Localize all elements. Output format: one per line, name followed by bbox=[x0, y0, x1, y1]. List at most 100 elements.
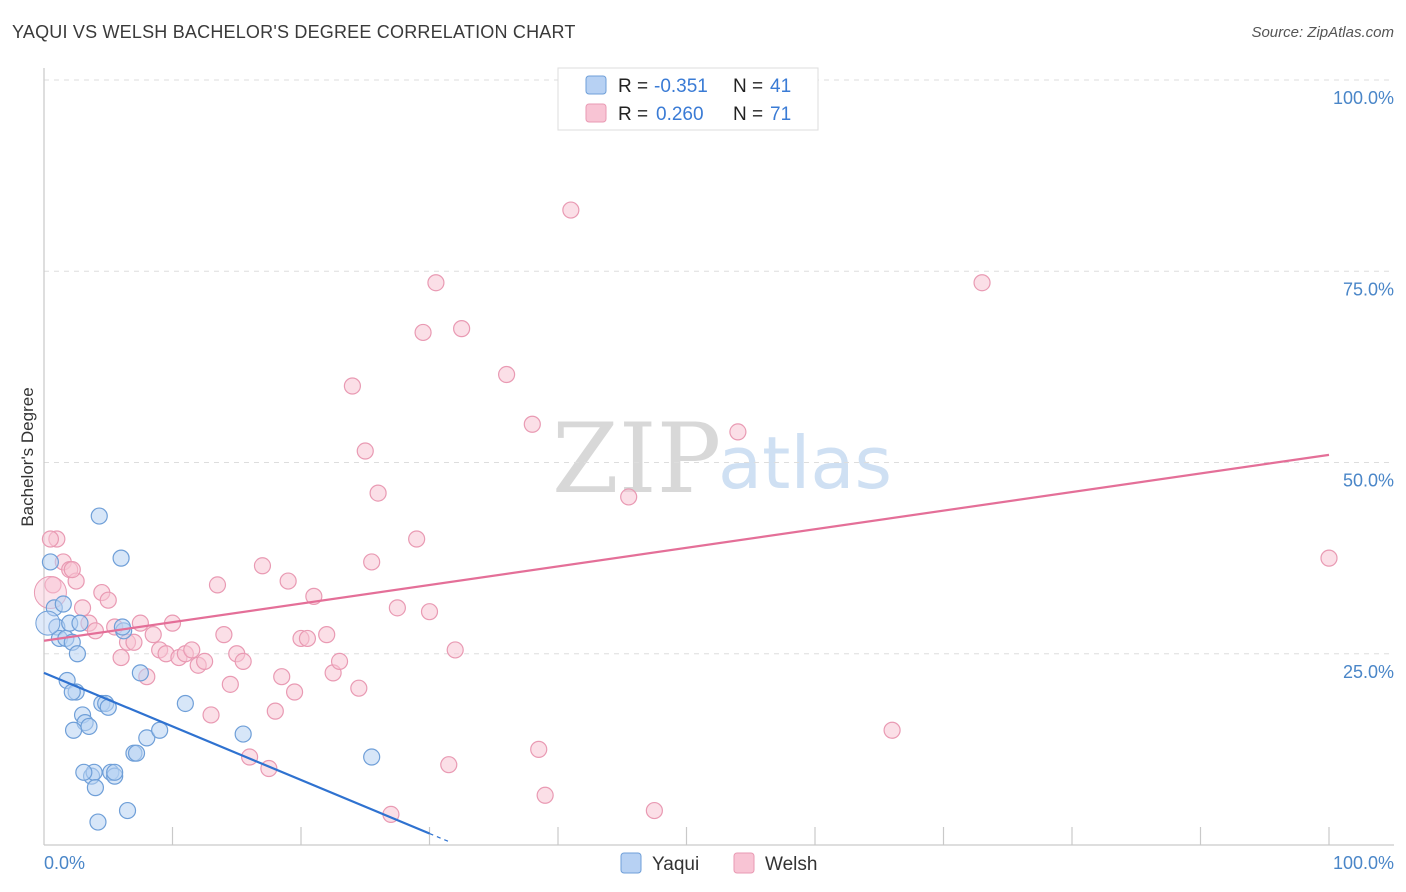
welsh-point bbox=[183, 641, 201, 659]
welsh-point bbox=[350, 679, 368, 697]
chart-title: YAQUI VS WELSH BACHELOR'S DEGREE CORRELA… bbox=[12, 22, 576, 42]
welsh-point bbox=[388, 599, 406, 617]
welsh-point bbox=[202, 706, 220, 724]
welsh-point bbox=[343, 377, 361, 395]
welsh-point bbox=[73, 599, 92, 617]
welsh-point bbox=[318, 626, 336, 644]
welsh-point bbox=[221, 675, 239, 693]
welsh-series bbox=[33, 201, 1338, 824]
yaqui-point-cluster bbox=[35, 610, 61, 636]
welsh-point bbox=[729, 423, 747, 441]
welsh-point bbox=[285, 683, 304, 701]
welsh-point bbox=[144, 626, 162, 644]
welsh-point bbox=[266, 702, 284, 720]
yaqui-point bbox=[106, 763, 124, 781]
yaqui-point bbox=[234, 725, 252, 743]
yaqui-point bbox=[90, 507, 108, 525]
yaqui-point bbox=[64, 721, 83, 739]
welsh-point bbox=[562, 201, 580, 219]
welsh-point bbox=[131, 614, 149, 632]
yaqui-n-label: N = bbox=[733, 76, 763, 97]
yaqui-point bbox=[127, 744, 146, 762]
yaqui-point bbox=[68, 645, 87, 663]
welsh-point bbox=[356, 442, 374, 460]
yaqui-legend-swatch bbox=[585, 75, 607, 95]
yaqui-point bbox=[363, 748, 381, 766]
bottom-legend: Yaqui Welsh bbox=[620, 852, 817, 875]
yaqui-bottom-swatch bbox=[620, 852, 642, 874]
yaqui-point bbox=[54, 595, 72, 613]
top-legend: R = -0.351 N = 41 R = 0.260 N = 71 bbox=[557, 67, 819, 131]
welsh-trend-line bbox=[43, 453, 1330, 642]
yaqui-point bbox=[80, 717, 98, 736]
welsh-point bbox=[453, 320, 471, 338]
yaqui-point bbox=[89, 813, 107, 831]
welsh-point bbox=[196, 652, 214, 671]
welsh-point bbox=[408, 530, 426, 548]
welsh-point bbox=[645, 801, 663, 820]
y-tick-label: 100.0% bbox=[1333, 88, 1394, 108]
yaqui-r-label: R = bbox=[618, 76, 648, 97]
yaqui-point bbox=[71, 614, 89, 632]
y-axis-label: Bachelor's Degree bbox=[18, 387, 37, 526]
y-tick-label: 25.0% bbox=[1343, 662, 1394, 682]
welsh-legend-swatch bbox=[585, 103, 607, 123]
welsh-point bbox=[530, 740, 548, 758]
yaqui-n-value: 41 bbox=[770, 76, 791, 97]
welsh-point bbox=[523, 415, 541, 433]
yaqui-point bbox=[112, 549, 130, 567]
welsh-r-value: 0.260 bbox=[656, 104, 704, 125]
welsh-point bbox=[414, 323, 432, 342]
yaqui-point bbox=[41, 553, 60, 571]
yaqui-point bbox=[86, 779, 105, 797]
welsh-point bbox=[620, 488, 638, 506]
welsh-bottom-label: Welsh bbox=[765, 854, 817, 875]
welsh-point bbox=[234, 652, 252, 671]
welsh-point bbox=[215, 626, 233, 644]
welsh-point bbox=[86, 622, 105, 640]
yaqui-trend-extension bbox=[429, 832, 450, 843]
yaqui-point bbox=[113, 618, 131, 636]
welsh-point bbox=[208, 576, 227, 594]
yaqui-series bbox=[35, 507, 381, 831]
welsh-point bbox=[63, 560, 81, 579]
x-tick-label-min: 0.0% bbox=[44, 853, 85, 873]
x-axis-ticks bbox=[171, 827, 1330, 845]
welsh-point bbox=[420, 603, 439, 621]
welsh-point bbox=[41, 530, 60, 548]
welsh-point bbox=[363, 553, 381, 571]
welsh-point bbox=[125, 633, 143, 651]
x-tick-label-max: 100.0% bbox=[1333, 853, 1394, 873]
welsh-n-value: 71 bbox=[770, 104, 791, 125]
welsh-point bbox=[279, 572, 297, 590]
welsh-point bbox=[446, 641, 464, 659]
yaqui-point bbox=[75, 763, 93, 781]
welsh-point bbox=[973, 274, 991, 292]
welsh-point bbox=[498, 365, 516, 384]
yaqui-point bbox=[151, 721, 169, 739]
yaqui-point bbox=[176, 694, 194, 713]
yaqui-point bbox=[131, 664, 149, 682]
y-tick-label: 75.0% bbox=[1343, 279, 1394, 299]
welsh-r-label: R = bbox=[618, 104, 648, 125]
source-credit: Source: ZipAtlas.com bbox=[1251, 24, 1394, 41]
welsh-point bbox=[273, 668, 291, 686]
welsh-point bbox=[369, 484, 387, 502]
welsh-n-label: N = bbox=[733, 104, 763, 125]
gridlines bbox=[44, 79, 1394, 655]
yaqui-trend-line bbox=[43, 671, 430, 835]
welsh-point bbox=[427, 274, 445, 292]
welsh-point bbox=[99, 591, 117, 609]
welsh-point bbox=[330, 652, 349, 671]
welsh-point bbox=[883, 721, 901, 739]
yaqui-r-value: -0.351 bbox=[654, 76, 708, 97]
welsh-point bbox=[536, 786, 554, 804]
yaqui-point bbox=[118, 801, 137, 820]
yaqui-bottom-label: Yaqui bbox=[652, 854, 699, 875]
yaqui-point bbox=[138, 729, 156, 747]
welsh-point bbox=[298, 629, 317, 648]
welsh-point bbox=[1320, 549, 1338, 567]
y-tick-label: 50.0% bbox=[1343, 471, 1394, 491]
welsh-point bbox=[253, 557, 272, 575]
